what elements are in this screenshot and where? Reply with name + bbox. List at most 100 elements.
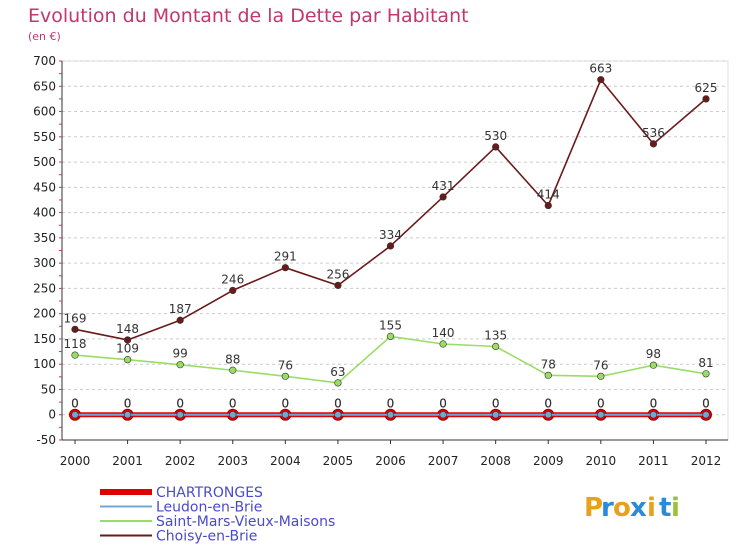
data-label: 0 — [492, 397, 500, 411]
legend-label: Leudon-en-Brie — [156, 500, 262, 516]
legend-label: Choisy-en-Brie — [156, 529, 257, 545]
data-label: 291 — [274, 250, 297, 264]
data-point — [492, 411, 500, 419]
data-label: 0 — [597, 397, 605, 411]
axes: -50 0 50 100 150 200 250 300 350 400 450 500 550 600 6… — [33, 54, 728, 468]
data-label: 256 — [326, 267, 349, 281]
y-tick-label: 200 — [33, 307, 56, 321]
data-label: 78 — [541, 357, 556, 371]
data-label: 0 — [439, 397, 447, 411]
x-tick-label: 2007 — [428, 454, 459, 468]
data-point — [649, 361, 658, 369]
data-label: 334 — [379, 228, 402, 242]
chart-title: Evolution du Montant de la Dette par Hab… — [28, 5, 469, 27]
y-tick-label: 300 — [33, 256, 56, 270]
data-label: 0 — [439, 397, 447, 411]
data-point — [702, 370, 710, 378]
y-tick-label: 350 — [33, 231, 56, 245]
data-label: 0 — [492, 397, 500, 411]
data-label: 0 — [282, 397, 290, 411]
data-point — [386, 332, 395, 341]
data-label: 530 — [484, 129, 507, 143]
x-tick-label: 2011 — [638, 454, 669, 468]
data-label: 98 — [646, 347, 661, 361]
data-point — [649, 140, 658, 148]
data-label: 663 — [589, 62, 612, 76]
x-tick-label: 2004 — [270, 454, 301, 468]
series-3: 118 109 99 88 76 63 155 140 135 78 76 98 81 — [64, 318, 714, 387]
x-tick-label: 2000 — [60, 454, 91, 468]
data-point — [71, 411, 79, 419]
series-4: 169 148 187 246 291 256 334 431 530 414 663 536 625 — [64, 62, 717, 344]
data-label: 135 — [484, 329, 507, 343]
x-tick-label: 2012 — [691, 454, 722, 468]
data-label: 76 — [278, 358, 293, 372]
data-label: 187 — [169, 302, 192, 316]
data-point — [439, 411, 447, 419]
data-label: 0 — [71, 397, 79, 411]
data-label: 118 — [64, 337, 87, 351]
x-tick-label: 2008 — [480, 454, 511, 468]
data-point — [649, 411, 658, 419]
data-point — [597, 76, 605, 84]
data-point — [544, 201, 552, 210]
data-label: 0 — [387, 397, 395, 411]
data-label: 0 — [124, 397, 132, 411]
data-label: 76 — [593, 358, 608, 372]
data-label: 0 — [702, 397, 710, 411]
logo-letter: o — [613, 493, 631, 523]
data-point — [492, 342, 500, 351]
data-point — [71, 325, 79, 333]
data-label: 536 — [642, 126, 665, 140]
proxiti-logo: Pr o x i t i — [584, 493, 680, 523]
logo-letter: P — [584, 493, 603, 523]
y-tick-label: -50 — [36, 433, 56, 447]
y-tick-label: 250 — [33, 281, 56, 295]
data-point — [176, 361, 184, 369]
x-tick-label: 2002 — [165, 454, 196, 468]
data-label: 0 — [282, 397, 290, 411]
series-line — [74, 335, 707, 384]
data-point — [439, 340, 447, 348]
y-tick-label: 150 — [33, 332, 56, 346]
data-label: 0 — [597, 397, 605, 411]
data-label: 0 — [387, 397, 395, 411]
data-point — [176, 316, 184, 324]
chart-subtitle: (en €) — [28, 30, 61, 43]
y-tick-label: 550 — [33, 130, 56, 144]
series-line — [74, 78, 707, 341]
y-tick-label: 50 — [41, 382, 56, 396]
data-label: 0 — [650, 397, 658, 411]
legend-label: Saint-Mars-Vieux-Maisons — [156, 514, 335, 530]
data-point — [439, 193, 447, 201]
legend: CHARTRONGESLeudon-en-BrieSaint-Mars-Vieu… — [100, 485, 335, 545]
data-point — [229, 366, 237, 374]
data-label: 0 — [176, 397, 184, 411]
data-point — [229, 411, 237, 419]
y-tick-label: 600 — [33, 105, 56, 119]
plot-frame — [61, 60, 729, 441]
data-label: 148 — [116, 322, 139, 336]
data-label: 63 — [330, 365, 345, 379]
x-tick-label: 2010 — [586, 454, 617, 468]
data-point — [702, 411, 710, 419]
x-tick-label: 2009 — [533, 454, 564, 468]
data-label: 0 — [334, 397, 342, 411]
data-point — [597, 411, 605, 419]
data-point — [544, 371, 552, 379]
data-point — [544, 411, 552, 419]
logo-letter: i — [671, 493, 680, 523]
data-label: 0 — [71, 397, 79, 411]
logo-letter: r — [601, 493, 614, 523]
data-point — [334, 281, 342, 289]
logo-letter: x — [630, 493, 647, 523]
data-label: 81 — [698, 356, 713, 370]
data-point — [386, 411, 395, 419]
x-tick-label: 2005 — [323, 454, 354, 468]
data-point — [386, 242, 395, 250]
y-tick-label: 700 — [33, 54, 56, 68]
data-point — [702, 95, 710, 103]
data-label: 246 — [221, 272, 244, 286]
data-label: 0 — [334, 397, 342, 411]
